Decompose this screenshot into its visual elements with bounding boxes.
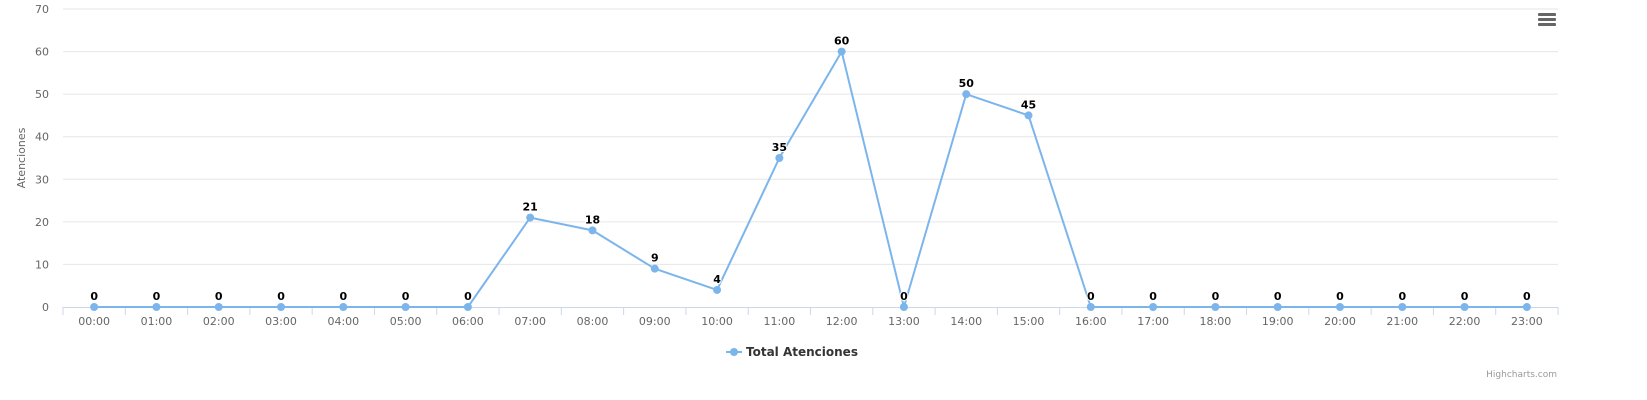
y-tick-label: 0	[42, 301, 49, 314]
data-label: 21	[523, 201, 538, 214]
y-axis-tick-labels: 0 10 20 30 40 50 60 70	[35, 3, 49, 314]
grid-lines	[63, 8, 1558, 265]
x-tick-label: 03:00	[265, 315, 297, 328]
x-tick-label: 10:00	[701, 315, 733, 328]
data-label: 0	[215, 290, 223, 303]
data-point[interactable]	[401, 303, 410, 311]
data-label: 0	[277, 290, 285, 303]
legend-item-total-atenciones[interactable]: Total Atenciones	[746, 345, 858, 359]
x-tick-label: 17:00	[1137, 315, 1169, 328]
data-point[interactable]	[152, 303, 161, 311]
x-tick-label: 21:00	[1386, 315, 1418, 328]
context-menu-button[interactable]	[1536, 9, 1558, 31]
credits-link[interactable]: Highcharts.com	[1486, 370, 1557, 380]
x-axis-tick-marks	[62, 307, 1559, 315]
legend[interactable]: Total Atenciones	[726, 345, 858, 359]
x-tick-label: 08:00	[577, 315, 609, 328]
data-point[interactable]	[837, 47, 846, 56]
data-point[interactable]	[1522, 303, 1531, 311]
data-point[interactable]	[1335, 303, 1344, 311]
data-label: 0	[339, 290, 347, 303]
y-tick-label: 10	[35, 258, 49, 271]
data-label: 0	[1523, 290, 1531, 303]
x-axis-tick-labels: 00:00 01:00 02:00 03:00 04:00 05:00 06:00 07:00…	[78, 315, 1542, 328]
data-label: 0	[1087, 290, 1095, 303]
data-label: 0	[1461, 290, 1469, 303]
x-tick-label: 06:00	[452, 315, 484, 328]
data-labels: 0 0 0 0 0 0 0 21 18 9 4 35 60 0 50 45 0 0 0 0 0 0 0 0	[89, 34, 1532, 304]
series-line	[93, 50, 1528, 308]
data-point[interactable]	[1460, 303, 1469, 311]
data-label: 0	[1212, 290, 1220, 303]
data-point[interactable]	[1086, 303, 1095, 311]
x-tick-label: 07:00	[514, 315, 546, 328]
x-tick-label: 22:00	[1449, 315, 1481, 328]
data-point[interactable]	[277, 303, 286, 311]
x-tick-label: 01:00	[141, 315, 173, 328]
data-label: 0	[153, 290, 161, 303]
x-tick-label: 04:00	[327, 315, 359, 328]
x-tick-label: 02:00	[203, 315, 235, 328]
data-label: 0	[1274, 290, 1282, 303]
y-tick-label: 60	[35, 46, 49, 59]
data-point[interactable]	[90, 303, 99, 311]
data-point[interactable]	[1149, 303, 1158, 311]
x-tick-label: 14:00	[950, 315, 982, 328]
x-tick-label: 13:00	[888, 315, 920, 328]
data-point[interactable]	[588, 226, 597, 235]
data-label: 0	[900, 290, 908, 303]
data-point[interactable]	[463, 303, 472, 311]
data-point[interactable]	[1273, 303, 1282, 311]
data-label: 4	[713, 273, 721, 286]
y-axis-title: Atenciones	[15, 127, 28, 188]
x-tick-label: 20:00	[1324, 315, 1356, 328]
y-tick-label: 30	[35, 173, 49, 186]
x-tick-label: 00:00	[78, 315, 110, 328]
data-label: 0	[1336, 290, 1344, 303]
x-tick-label: 15:00	[1013, 315, 1045, 328]
x-tick-label: 18:00	[1200, 315, 1232, 328]
data-label: 60	[834, 35, 850, 48]
data-point[interactable]	[650, 264, 659, 273]
data-point[interactable]	[1398, 303, 1407, 311]
data-point[interactable]	[339, 303, 348, 311]
data-point[interactable]	[526, 213, 535, 222]
data-point[interactable]	[775, 154, 784, 162]
x-tick-label: 11:00	[764, 315, 796, 328]
data-point[interactable]	[962, 90, 971, 99]
data-label: 0	[90, 290, 98, 303]
data-label: 0	[402, 290, 410, 303]
data-label: 50	[959, 77, 975, 90]
legend-marker-symbol	[730, 348, 738, 356]
data-label: 0	[464, 290, 472, 303]
x-tick-label: 16:00	[1075, 315, 1107, 328]
data-label: 35	[772, 141, 787, 154]
x-tick-label: 23:00	[1511, 315, 1543, 328]
y-tick-label: 70	[35, 3, 49, 16]
y-tick-label: 40	[35, 131, 49, 144]
data-point[interactable]	[1211, 303, 1220, 311]
data-label: 18	[585, 213, 600, 226]
x-tick-label: 19:00	[1262, 315, 1294, 328]
data-label: 9	[651, 252, 659, 265]
x-tick-label: 05:00	[390, 315, 422, 328]
series-layer	[90, 47, 1531, 311]
data-label: 45	[1021, 98, 1036, 111]
y-tick-label: 50	[35, 88, 49, 101]
x-tick-label: 09:00	[639, 315, 671, 328]
hamburger-icon	[1538, 13, 1556, 26]
data-point[interactable]	[713, 285, 722, 294]
data-point[interactable]	[1024, 111, 1033, 120]
data-point[interactable]	[214, 303, 223, 311]
data-label: 0	[1398, 290, 1406, 303]
data-label: 0	[1149, 290, 1157, 303]
y-tick-label: 20	[35, 216, 49, 229]
x-tick-label: 12:00	[826, 315, 858, 328]
data-point[interactable]	[899, 303, 908, 311]
